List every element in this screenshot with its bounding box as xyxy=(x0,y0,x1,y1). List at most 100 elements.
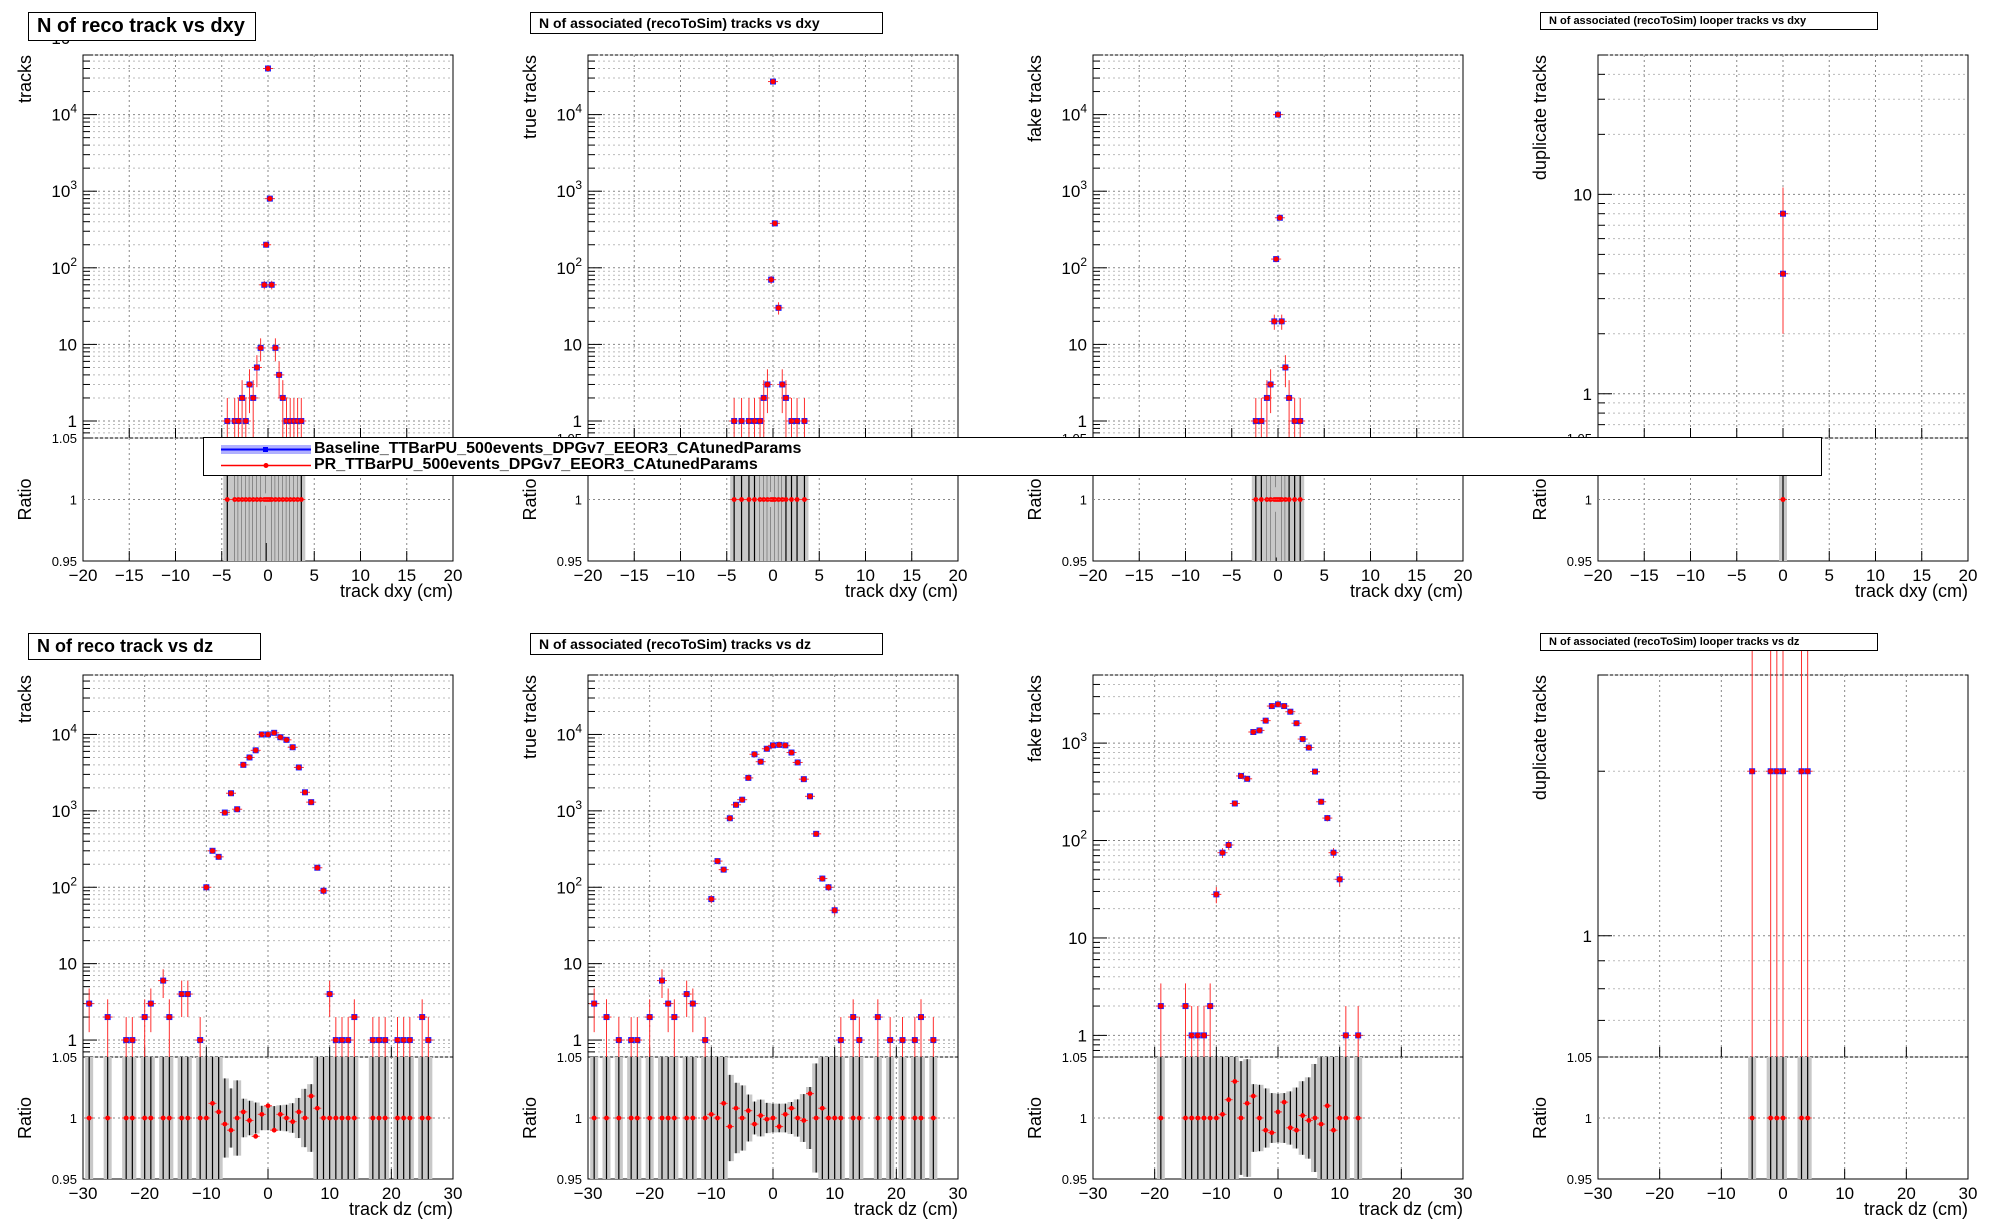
ratio-point xyxy=(419,1115,425,1121)
ratio-point xyxy=(1318,1121,1324,1127)
ratio-point xyxy=(1300,1113,1306,1118)
pr-point xyxy=(370,1037,376,1043)
pr-point xyxy=(795,759,801,766)
y-axis-title: true tracks xyxy=(520,55,540,139)
x-tick-label: 15 xyxy=(397,566,416,585)
x-tick-label: −15 xyxy=(1630,566,1659,585)
ratio-point xyxy=(210,1100,215,1106)
pr-point xyxy=(250,395,256,401)
pr-point xyxy=(1774,768,1780,774)
ratio-point xyxy=(228,1127,234,1133)
pr-point xyxy=(1355,1032,1361,1038)
plot-panel-5: −30 −20 −10 0 10 20 300.9511.05tracksRatiotrac… xyxy=(15,674,462,1219)
pr-point xyxy=(768,277,774,283)
ratio-point xyxy=(277,1111,283,1117)
pr-point xyxy=(757,418,763,424)
x-axis-title: track dz (cm) xyxy=(1359,1199,1463,1219)
pr-point xyxy=(1337,876,1343,882)
ratio-point xyxy=(745,1108,751,1114)
ratio-point xyxy=(234,1115,240,1121)
ratio-point xyxy=(166,1115,172,1121)
pr-point xyxy=(277,734,283,740)
ratio-point xyxy=(752,1121,757,1127)
x-tick-label: −5 xyxy=(1222,566,1241,585)
pr-point xyxy=(86,1000,92,1007)
pr-point xyxy=(320,888,327,894)
pr-point xyxy=(222,809,228,816)
y-tick-label: 1 xyxy=(1078,412,1087,431)
ratio-point xyxy=(647,1115,653,1121)
ratio-point xyxy=(123,1115,129,1121)
pr-point xyxy=(1268,381,1274,388)
x-tick-label: 20 xyxy=(1959,566,1978,585)
ratio-point xyxy=(179,1115,185,1121)
ratio-point xyxy=(1306,1118,1312,1123)
pr-point xyxy=(1312,768,1318,775)
x-tick-label: 5 xyxy=(1320,566,1329,585)
ratio-point xyxy=(265,1103,271,1109)
pr-point xyxy=(280,395,286,401)
pr-point xyxy=(751,418,758,424)
pr-point xyxy=(1306,744,1312,751)
ratio-point xyxy=(160,1115,166,1121)
ratio-axis-title: Ratio xyxy=(1530,478,1550,520)
ratio-point xyxy=(1780,1115,1786,1121)
ratio-point xyxy=(339,1115,345,1121)
y-tick-label: 102 xyxy=(1061,255,1087,278)
x-tick-label: 10 xyxy=(1866,566,1885,585)
ratio-point xyxy=(1253,497,1259,502)
pr-point xyxy=(1271,318,1277,324)
ratio-tick-label: 0.95 xyxy=(1567,1172,1592,1187)
pr-point xyxy=(263,242,269,248)
x-axis-title: track dz (cm) xyxy=(854,1199,958,1219)
ratio-point xyxy=(1257,1115,1262,1121)
pr-point xyxy=(254,364,260,371)
ratio-axis-title: Ratio xyxy=(1025,478,1045,520)
pr-point xyxy=(770,742,776,748)
ratio-point xyxy=(1297,497,1303,502)
x-axis-title: track dz (cm) xyxy=(1864,1199,1968,1219)
pr-point xyxy=(1780,271,1786,277)
x-tick-label: 20 xyxy=(1897,1184,1916,1203)
pr-point xyxy=(1780,768,1786,774)
ratio-point xyxy=(1226,1097,1232,1103)
pr-point xyxy=(1798,768,1805,774)
ratio-point xyxy=(185,1115,191,1121)
ratio-point xyxy=(1201,1115,1207,1121)
pr-point xyxy=(764,746,770,752)
pr-point xyxy=(142,1014,148,1020)
ratio-tick-label: 1.05 xyxy=(52,431,77,446)
pr-point xyxy=(1238,773,1244,779)
x-tick-label: −10 xyxy=(192,1184,221,1203)
ratio-point xyxy=(395,1115,400,1121)
ratio-point xyxy=(838,1115,844,1121)
pr-point xyxy=(788,418,795,424)
pr-point xyxy=(616,1037,622,1043)
pr-point xyxy=(1244,776,1250,782)
x-tick-label: −5 xyxy=(212,566,231,585)
ratio-point xyxy=(733,1105,739,1111)
pr-point xyxy=(267,196,273,202)
ratio-tick-label: 1 xyxy=(70,1111,77,1126)
x-tick-label: 10 xyxy=(1361,566,1380,585)
ratio-point xyxy=(715,1115,720,1121)
x-tick-label: 0 xyxy=(1778,566,1787,585)
ratio-point xyxy=(321,1115,326,1121)
legend: Baseline_TTBarPU_500events_DPGv7_EEOR3_C… xyxy=(203,437,1822,476)
pr-point xyxy=(1297,418,1303,424)
pr-point xyxy=(333,1037,339,1043)
x-axis-title: track dxy (cm) xyxy=(845,581,958,601)
x-tick-label: −20 xyxy=(1079,566,1108,585)
y-tick-label: 10 xyxy=(58,955,77,974)
ratio-point xyxy=(1189,1115,1195,1121)
x-tick-label: −10 xyxy=(666,566,695,585)
y-axis-title: duplicate tracks xyxy=(1530,675,1550,800)
pr-point xyxy=(1749,768,1755,774)
ratio-point xyxy=(770,1115,776,1121)
y-tick-label: 10 xyxy=(1068,335,1087,354)
x-tick-label: 0 xyxy=(263,1184,272,1203)
ratio-point xyxy=(308,1093,314,1099)
ratio-tick-label: 1 xyxy=(1080,1111,1087,1126)
x-tick-label: −5 xyxy=(717,566,736,585)
